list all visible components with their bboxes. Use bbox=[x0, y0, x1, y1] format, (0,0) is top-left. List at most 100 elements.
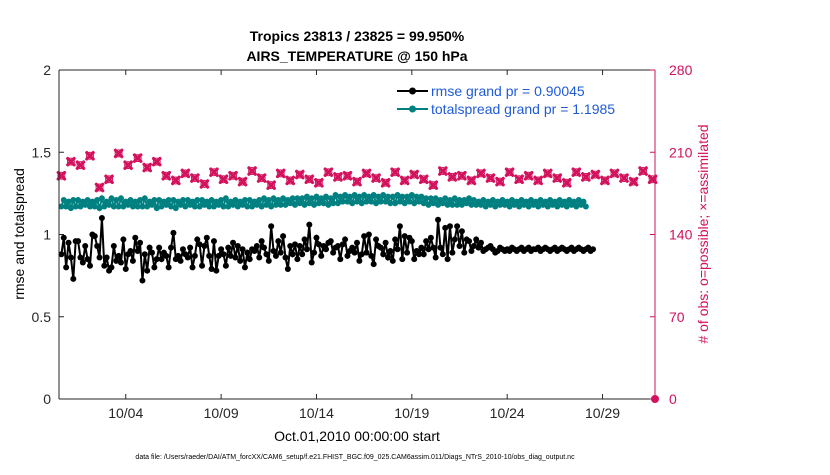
spread-point bbox=[432, 195, 439, 202]
rmse-point bbox=[170, 229, 177, 236]
spread-point bbox=[323, 193, 330, 200]
rmse-point bbox=[84, 256, 91, 263]
rmse-point bbox=[86, 262, 93, 269]
obs-possible-marker bbox=[362, 169, 371, 178]
spread-point bbox=[137, 196, 144, 203]
obs-assimilated-marker bbox=[390, 167, 400, 178]
spread-point bbox=[399, 193, 406, 200]
spread-point bbox=[537, 196, 544, 203]
rmse-point bbox=[394, 246, 401, 253]
spread-point bbox=[265, 196, 272, 203]
rmse-point bbox=[96, 254, 103, 261]
spread-point bbox=[380, 192, 387, 199]
obs-assimilated-marker bbox=[171, 175, 181, 186]
right-y-tick-label: 0 bbox=[669, 391, 677, 407]
spread-point bbox=[292, 201, 299, 208]
ticks-layer: 10/04 10/09 10/14 10/19 10/24 10/29 0 0.5 1 1.5 2 0… bbox=[32, 62, 693, 421]
rmse-point bbox=[63, 264, 70, 271]
spread-point bbox=[351, 192, 358, 199]
obs-assimilated-marker bbox=[561, 178, 572, 188]
rmse-point bbox=[151, 264, 158, 271]
spread-point bbox=[449, 201, 456, 208]
spread-point bbox=[551, 198, 558, 205]
spread-point bbox=[72, 203, 79, 210]
spread-point bbox=[394, 192, 401, 199]
obs-possible-marker bbox=[333, 172, 342, 181]
spread-point bbox=[246, 196, 253, 203]
rmse-point bbox=[458, 228, 465, 235]
spread-point bbox=[344, 198, 351, 205]
obs-possible-marker bbox=[486, 174, 495, 183]
plot-area bbox=[59, 70, 655, 399]
obs-assimilated-marker bbox=[418, 174, 429, 185]
spread-point bbox=[275, 196, 282, 203]
spread-point bbox=[94, 196, 101, 203]
obs-possible-marker bbox=[438, 167, 447, 176]
spread-point bbox=[384, 193, 391, 200]
obs-assimilated-marker bbox=[266, 180, 276, 190]
obs-assimilated-marker bbox=[142, 162, 153, 173]
spread-point bbox=[106, 201, 113, 208]
rmse-point bbox=[270, 247, 277, 254]
left-y-tick-label: 0 bbox=[43, 391, 51, 407]
obs-possible-marker bbox=[524, 171, 533, 180]
obs-possible-marker bbox=[257, 174, 266, 183]
spread-point bbox=[256, 196, 263, 203]
rmse-point bbox=[175, 252, 182, 259]
rmse-point bbox=[473, 236, 480, 243]
rmse-point bbox=[113, 257, 120, 264]
rmse-point bbox=[318, 252, 325, 259]
rmse-point bbox=[103, 254, 110, 261]
rmse-point bbox=[67, 254, 74, 261]
spread-point bbox=[127, 196, 134, 203]
rmse-point bbox=[187, 244, 194, 251]
spread-point bbox=[377, 198, 384, 205]
spread-point bbox=[91, 203, 98, 210]
obs-assimilated-marker bbox=[638, 166, 648, 176]
rmse-point bbox=[132, 234, 139, 241]
spread-point bbox=[189, 198, 196, 205]
obs-possible-marker bbox=[515, 175, 524, 184]
spread-point bbox=[339, 198, 346, 205]
rmse-point bbox=[590, 246, 597, 253]
rmse-point bbox=[163, 252, 170, 259]
obs-assimilated-marker bbox=[275, 168, 286, 179]
spread-point bbox=[413, 193, 420, 200]
rmse-point bbox=[282, 254, 289, 261]
obs-assimilated-marker bbox=[151, 156, 162, 167]
rmse-point bbox=[215, 252, 222, 259]
obs-assimilated-marker bbox=[523, 170, 534, 181]
spread-point bbox=[172, 205, 179, 212]
rmse-point bbox=[234, 243, 241, 250]
obs-assimilated-marker bbox=[438, 166, 448, 176]
spread-point bbox=[294, 195, 301, 202]
legend-spread-label: totalspread grand pr = 1.1985 bbox=[431, 101, 615, 117]
rmse-point bbox=[60, 234, 67, 241]
spread-point bbox=[392, 200, 399, 207]
rmse-point bbox=[208, 266, 215, 273]
rmse-point bbox=[389, 257, 396, 264]
spread-point bbox=[151, 196, 158, 203]
spread-point bbox=[108, 195, 115, 202]
obs-assimilated-marker bbox=[352, 176, 362, 187]
rmse-point bbox=[237, 257, 244, 264]
obs-assimilated-marker bbox=[409, 169, 420, 180]
rmse-point bbox=[82, 243, 89, 250]
spread-point bbox=[60, 196, 67, 203]
rmse-point bbox=[349, 244, 356, 251]
obs-possible-marker bbox=[66, 157, 75, 166]
spread-point bbox=[120, 203, 127, 210]
rmse-point bbox=[351, 249, 358, 256]
obs-possible-marker bbox=[238, 177, 247, 186]
rmse-point bbox=[261, 244, 268, 251]
spread-point bbox=[75, 196, 82, 203]
rmse-point bbox=[117, 259, 124, 266]
rmse-point bbox=[251, 247, 258, 254]
obs-possible-marker bbox=[324, 168, 333, 177]
spread-point bbox=[210, 203, 217, 210]
rmse-point bbox=[210, 238, 217, 245]
spread-point bbox=[430, 200, 437, 207]
obs-possible-marker bbox=[143, 163, 152, 172]
rmse-point bbox=[222, 262, 229, 269]
